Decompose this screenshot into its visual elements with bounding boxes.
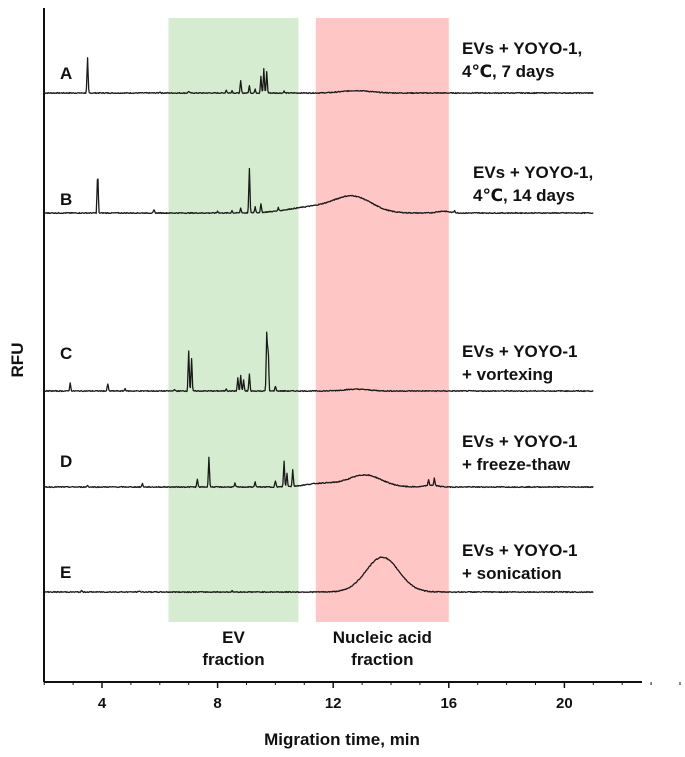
x-tick-label: 8 (213, 695, 221, 712)
trace-condition-label-c: EVs + YOYO-1 (462, 342, 577, 361)
trace-condition-label-c: + vortexing (462, 365, 553, 384)
ev-fraction-band (168, 18, 299, 622)
trace-labels: A EVs + YOYO-1, 4℃, 7 days B EVs + YOYO-1, 4℃… (60, 39, 593, 583)
x-tick-label: 20 (556, 695, 573, 712)
trace-letter-c: C (60, 344, 72, 363)
x-tick-label: 16 (440, 695, 457, 712)
trace-a (44, 57, 594, 95)
trace-e (43, 556, 594, 594)
ev-fraction-label: fraction (202, 650, 264, 669)
nucleic-acid-fraction-band (315, 18, 449, 622)
ev-fraction-label: EV (222, 628, 245, 647)
x-tick-label: 12 (325, 695, 342, 712)
x-ticks: 4 8 12 16 20 (43, 682, 681, 712)
x-axis-label: Migration time, min (264, 730, 420, 749)
trace-condition-label-b: EVs + YOYO-1, (473, 163, 593, 182)
trace-condition-label-e: + sonication (462, 564, 562, 583)
trace-c (43, 331, 594, 393)
trace-condition-label-e: EVs + YOYO-1 (462, 541, 577, 560)
nucleic-acid-fraction-label: fraction (351, 650, 413, 669)
trace-letter-b: B (60, 190, 72, 209)
traces (43, 57, 594, 594)
trace-condition-label-d: + freeze-thaw (462, 455, 571, 474)
y-axis-label: RFU (8, 343, 27, 378)
trace-condition-label-b: 4℃, 14 days (473, 186, 575, 205)
trace-b (43, 167, 594, 215)
trace-condition-label-a: 4℃, 7 days (462, 62, 554, 81)
trace-letter-a: A (60, 64, 72, 83)
nucleic-acid-fraction-label: Nucleic acid (333, 628, 432, 647)
x-tick-label: 4 (98, 695, 107, 712)
axes (43, 8, 642, 683)
trace-letter-e: E (60, 563, 71, 582)
trace-d (43, 456, 594, 489)
trace-letter-d: D (60, 452, 72, 471)
fraction-regions: EV fraction Nucleic acid fraction (168, 18, 449, 669)
trace-condition-label-d: EVs + YOYO-1 (462, 432, 577, 451)
trace-condition-label-a: EVs + YOYO-1, (462, 39, 582, 58)
